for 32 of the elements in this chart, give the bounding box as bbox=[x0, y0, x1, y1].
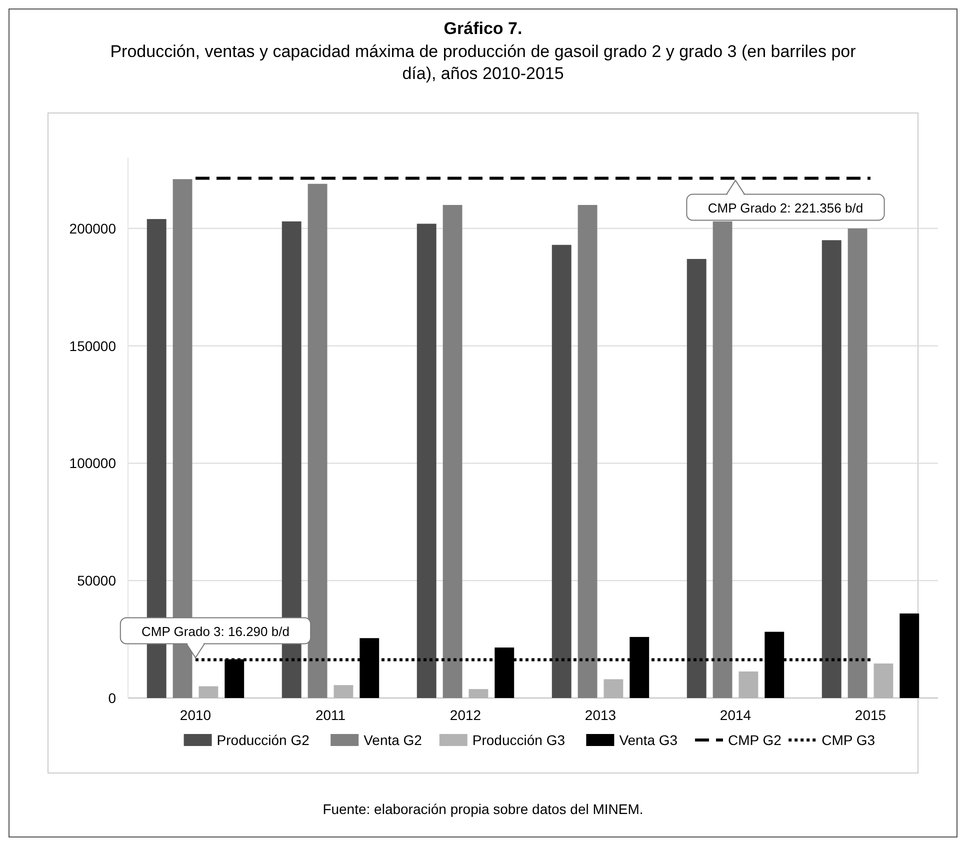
x-tick-label: 2010 bbox=[180, 707, 212, 723]
bar bbox=[822, 240, 842, 698]
bar bbox=[442, 204, 462, 698]
legend-label: Venta G2 bbox=[364, 732, 422, 748]
legend-label: CMP G3 bbox=[822, 732, 876, 748]
source-note: Fuente: elaboración propia sobre datos del MINEM. bbox=[322, 801, 644, 817]
x-tick-label: 2015 bbox=[854, 707, 886, 723]
chart-subtitle: Producción, ventas y capacidad máxima de producción de gasoil grado 2 y grado 3 (en barriles por día), años 2010-2015 bbox=[110, 42, 856, 83]
bar bbox=[308, 184, 328, 698]
x-tick-label: 2012 bbox=[450, 707, 482, 723]
x-tick-label: 2014 bbox=[720, 707, 752, 723]
bar bbox=[552, 244, 572, 698]
bar bbox=[578, 204, 598, 698]
bar bbox=[900, 613, 920, 698]
x-tick-label: 2011 bbox=[315, 707, 346, 723]
y-tick-label: 50000 bbox=[77, 572, 116, 589]
legend-label: CMP G2 bbox=[728, 732, 782, 748]
y-tick-label: 150000 bbox=[69, 338, 116, 354]
bar bbox=[712, 221, 732, 698]
legend-label: Producción G2 bbox=[216, 732, 310, 748]
y-tick-label: 100000 bbox=[69, 455, 116, 472]
x-tick-label: 2013 bbox=[584, 707, 616, 723]
y-tick-label: 200000 bbox=[69, 220, 116, 236]
bar bbox=[848, 228, 868, 698]
annotation: CMP Grado 2: 221.356 b/d bbox=[708, 200, 864, 216]
annotation: CMP Grado 3: 16.290 b/d bbox=[142, 624, 290, 639]
legend-label: Venta G3 bbox=[619, 732, 678, 748]
chart-title: Gráfico 7. bbox=[444, 19, 522, 38]
bar bbox=[416, 224, 436, 698]
bar bbox=[686, 258, 706, 698]
legend-label: Producción G3 bbox=[472, 732, 566, 748]
y-tick-label: 0 bbox=[108, 690, 116, 706]
